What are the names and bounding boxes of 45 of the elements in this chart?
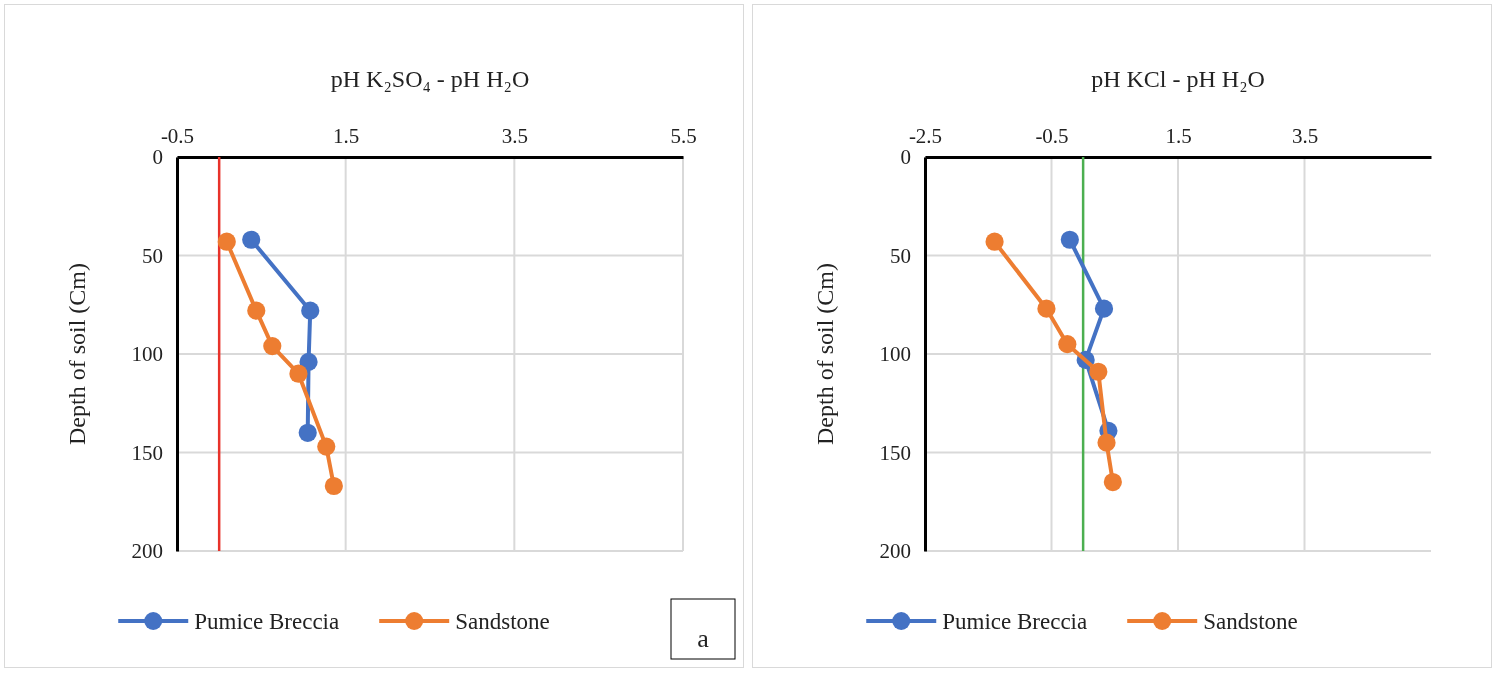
x-axis-title: pH K₂SO₄ - pH H₂O [330, 66, 530, 92]
y-tick-label: 200 [879, 539, 911, 564]
y-axis-title: Depth of soil (Cm) [64, 263, 90, 445]
point [242, 230, 261, 249]
y-tick-label: 150 [131, 440, 163, 465]
y-tick-label: 150 [879, 440, 911, 465]
y-tick-label: 100 [131, 342, 163, 367]
point [1103, 472, 1122, 492]
x-tick-label: -2.5 [908, 124, 943, 148]
point [301, 301, 320, 320]
point [263, 337, 282, 356]
point [1089, 362, 1108, 381]
legend-label: Pumice Breccia [194, 609, 340, 634]
point [299, 352, 318, 371]
point [324, 476, 343, 496]
x-tick-label: 1.5 [333, 124, 360, 148]
point [317, 437, 336, 456]
point [1058, 335, 1077, 354]
legend-label: Pumice Breccia [942, 609, 1088, 634]
x-axis-title: pH KCl - pH H₂O [1091, 66, 1265, 92]
x-tick-label: -0.5 [160, 124, 195, 148]
point [217, 232, 236, 251]
point [1037, 299, 1056, 318]
legend-label: Sandstone [1203, 609, 1298, 634]
y-tick-label: 200 [131, 539, 163, 564]
x-tick-label: 1.5 [1165, 124, 1192, 148]
y-axis-title: Depth of soil (Cm) [812, 263, 838, 445]
point [298, 423, 317, 442]
point [985, 232, 1004, 251]
point [289, 364, 308, 383]
y-tick-label: 50 [890, 243, 911, 268]
x-tick-label: 5.5 [670, 124, 697, 148]
y-tick-label: 0 [152, 145, 163, 170]
x-tick-label: 3.5 [1291, 124, 1319, 148]
y-tick-label: 100 [879, 342, 911, 367]
x-tick-label: 3.5 [501, 124, 528, 148]
y-tick-label: 0 [900, 145, 911, 170]
text: a [697, 624, 710, 653]
point [1094, 299, 1114, 318]
x-tick-label: -0.5 [1035, 124, 1069, 148]
point [1097, 433, 1116, 452]
point [247, 301, 266, 320]
legend-label: Sandstone [455, 609, 550, 634]
point [1060, 230, 1079, 249]
y-tick-label: 50 [142, 243, 163, 268]
